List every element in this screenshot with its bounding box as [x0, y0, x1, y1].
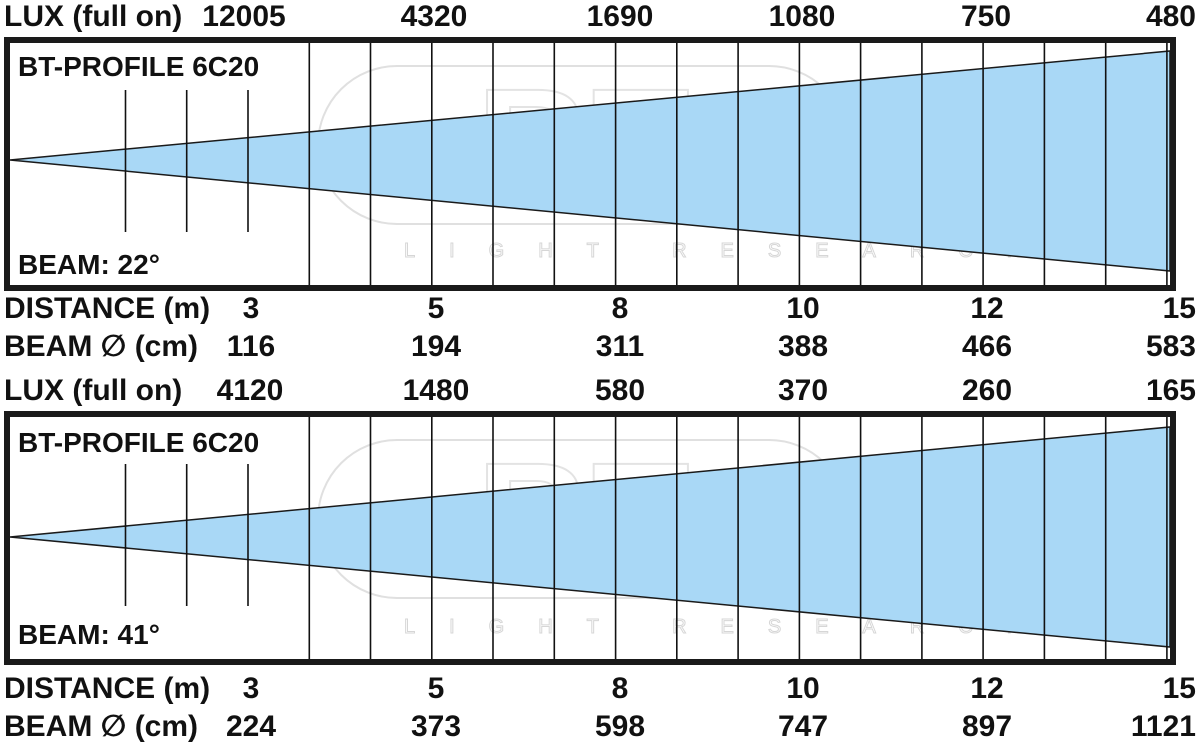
beam-diameter-value: 897 [962, 710, 1012, 743]
beam-diameter-value: 373 [411, 710, 461, 743]
lux-value: 12005 [202, 0, 285, 33]
grid-lines [124, 417, 1168, 659]
distance-value: 10 [786, 672, 819, 705]
beam-diameter-value: 1121 [1131, 710, 1196, 743]
distance-value: 8 [612, 672, 629, 705]
panel-1: LUX (full on) 12005 4320 1690 1080 750 4… [4, 0, 1196, 363]
beam-diameter-value: 388 [778, 330, 828, 363]
watermark-text: LIGHT RESEARCH [404, 616, 1055, 638]
lux-label: LUX (full on) [4, 0, 182, 33]
lux-value: 1480 [403, 374, 470, 407]
distance-value: 15 [1163, 292, 1196, 325]
model-title: BT-PROFILE 6C20 [18, 51, 259, 82]
beam-diameter-label: BEAM ∅ (cm) [4, 710, 198, 743]
lux-value: 480 [1146, 0, 1196, 33]
beam-angle-label: BEAM: 22° [18, 249, 160, 280]
beam-diameter-values: 116 194 311 388 466 583 [227, 330, 1196, 363]
lux-value: 1690 [587, 0, 654, 33]
lux-value: 260 [962, 374, 1012, 407]
lux-value: 4120 [217, 374, 284, 407]
distance-value: 3 [243, 672, 260, 705]
distance-label: DISTANCE (m) [4, 672, 210, 705]
distance-value: 5 [428, 672, 445, 705]
distance-label: DISTANCE (m) [4, 292, 210, 325]
panel-2: LUX (full on) 4120 1480 580 370 260 165 … [4, 374, 1196, 743]
lux-value: 1080 [769, 0, 836, 33]
beam-diameter-value: 598 [595, 710, 645, 743]
distance-value: 12 [970, 292, 1003, 325]
beam-diameter-value: 583 [1146, 330, 1196, 363]
beam-cone [9, 50, 1171, 272]
lux-label: LUX (full on) [4, 374, 182, 407]
beam-cone [9, 426, 1171, 648]
lux-value: 580 [595, 374, 645, 407]
grid-lines [124, 43, 1168, 285]
beam-diameter-value: 224 [226, 710, 276, 743]
beam-diameter-label: BEAM ∅ (cm) [4, 330, 198, 363]
lux-value: 165 [1146, 374, 1196, 407]
distance-value: 15 [1163, 672, 1196, 705]
distance-value: 3 [243, 292, 260, 325]
distance-values: 3 5 8 10 12 15 [243, 292, 1196, 325]
lux-values: 4120 1480 580 370 260 165 [217, 374, 1196, 407]
lux-value: 4320 [401, 0, 468, 33]
lux-values: 12005 4320 1690 1080 750 480 [202, 0, 1196, 33]
beam-diameter-value: 194 [411, 330, 461, 363]
beam-diameter-value: 466 [962, 330, 1012, 363]
beam-diameter-value: 747 [778, 710, 828, 743]
beam-diameter-values: 224 373 598 747 897 1121 [226, 710, 1196, 743]
lux-value: 370 [778, 374, 828, 407]
watermark-text: LIGHT RESEARCH [404, 240, 1055, 262]
distance-value: 10 [786, 292, 819, 325]
distance-value: 8 [612, 292, 629, 325]
beam-diameter-value: 116 [227, 330, 275, 363]
lux-value: 750 [961, 0, 1011, 33]
model-title: BT-PROFILE 6C20 [18, 427, 259, 458]
beam-angle-label: BEAM: 41° [18, 619, 160, 650]
beam-diameter-value: 311 [596, 330, 644, 363]
distance-value: 5 [428, 292, 445, 325]
distance-value: 12 [970, 672, 1003, 705]
distance-values: 3 5 8 10 12 15 [243, 672, 1196, 705]
